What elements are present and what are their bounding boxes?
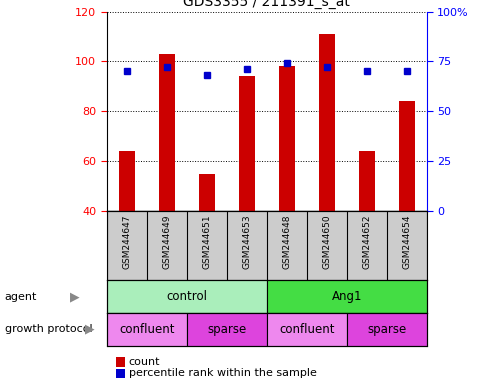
Bar xyxy=(358,151,374,211)
Bar xyxy=(186,313,266,346)
Text: agent: agent xyxy=(5,291,37,302)
Text: GSM244653: GSM244653 xyxy=(242,215,251,269)
Text: GSM244654: GSM244654 xyxy=(401,215,410,269)
Bar xyxy=(266,313,346,346)
Text: growth protocol: growth protocol xyxy=(5,324,92,334)
Text: ▶: ▶ xyxy=(85,323,94,336)
Text: GSM244651: GSM244651 xyxy=(202,215,211,269)
Text: sparse: sparse xyxy=(207,323,246,336)
Text: confluent: confluent xyxy=(119,323,174,336)
Text: confluent: confluent xyxy=(278,323,334,336)
Text: GSM244649: GSM244649 xyxy=(162,215,171,269)
Text: GSM244648: GSM244648 xyxy=(282,215,291,269)
Bar xyxy=(346,313,426,346)
Text: GSM244652: GSM244652 xyxy=(362,215,371,269)
Bar xyxy=(106,313,186,346)
Bar xyxy=(119,151,135,211)
Text: GSM244647: GSM244647 xyxy=(122,215,131,269)
Text: percentile rank within the sample: percentile rank within the sample xyxy=(128,368,316,378)
Bar xyxy=(398,101,414,211)
Bar xyxy=(158,54,174,211)
Bar xyxy=(266,280,426,313)
Bar xyxy=(106,280,266,313)
Title: GDS3355 / 211391_s_at: GDS3355 / 211391_s_at xyxy=(183,0,349,9)
Text: Ang1: Ang1 xyxy=(331,290,361,303)
Bar xyxy=(318,34,334,211)
Text: ▶: ▶ xyxy=(70,290,80,303)
Text: control: control xyxy=(166,290,207,303)
Bar xyxy=(278,66,294,211)
Bar xyxy=(238,76,254,211)
Bar xyxy=(198,174,214,211)
Text: GSM244650: GSM244650 xyxy=(321,215,331,269)
Text: sparse: sparse xyxy=(366,323,406,336)
Text: count: count xyxy=(128,357,160,367)
